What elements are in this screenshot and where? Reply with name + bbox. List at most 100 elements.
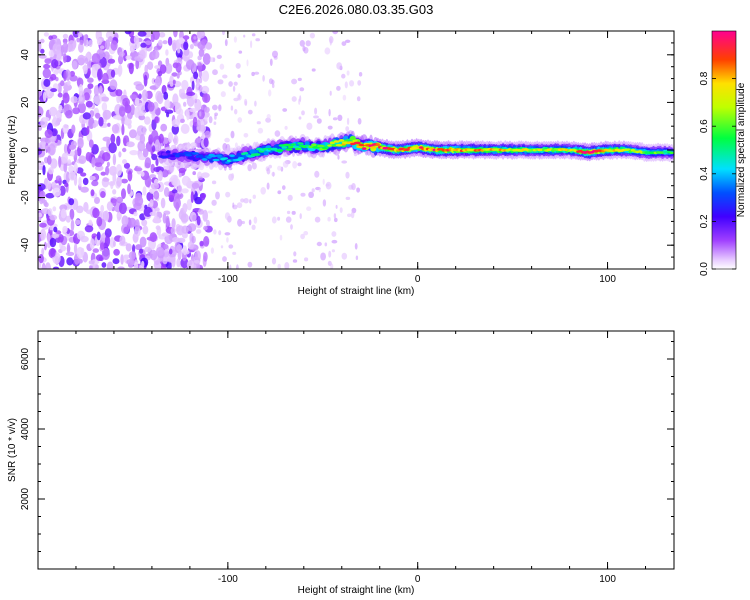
spectrogram-noise-cell bbox=[277, 216, 281, 221]
spectrogram-noise-cell bbox=[88, 39, 93, 48]
spectrogram-noise-cell bbox=[178, 88, 185, 94]
spectrogram-noise-cell bbox=[46, 181, 52, 190]
spectrogram-noise-cell bbox=[72, 107, 81, 115]
spectrogram-noise-cell bbox=[236, 264, 239, 269]
spectrogram-noise-cell bbox=[140, 42, 147, 48]
spectrogram-noise-cell bbox=[220, 245, 224, 249]
spectrogram-carrier-cell bbox=[253, 153, 261, 156]
spectrogram-noise-cell bbox=[107, 58, 116, 64]
spectrogram-noise-cell bbox=[243, 198, 249, 204]
spectrogram-noise-cell bbox=[66, 257, 74, 266]
spectrogram-noise-cell bbox=[63, 161, 68, 173]
spectrogram-noise-cell bbox=[48, 106, 58, 117]
snr-x-axis-label: Height of straight line (km) bbox=[298, 585, 415, 596]
spectrogram-noise-cell bbox=[354, 243, 358, 250]
spectrogram-noise-cell bbox=[39, 141, 47, 150]
spectrogram-noise-cell bbox=[299, 87, 305, 92]
spectrogram-carrier-cell bbox=[165, 150, 171, 154]
spectrogram-noise-cell bbox=[306, 206, 312, 211]
spectrogram-noise-cell bbox=[139, 49, 146, 60]
spectrogram-noise-cell bbox=[341, 73, 346, 79]
spectrogram-noise-cell bbox=[112, 189, 117, 195]
spectrogram-noise-cell bbox=[132, 244, 136, 254]
spectrogram-noise-cell bbox=[146, 236, 155, 241]
spectrogram-noise-cell bbox=[121, 188, 126, 200]
spectrogram-noise-cell bbox=[164, 109, 174, 114]
spectrogram-noise-cell bbox=[44, 129, 53, 139]
spectrogram-noise-cell bbox=[257, 127, 264, 134]
spectrogram-noise-cell bbox=[180, 123, 190, 134]
spectrogram-noise-cell bbox=[102, 210, 108, 221]
spectrogram-noise-cell bbox=[191, 182, 200, 189]
spectrogram-carrier-cell bbox=[276, 149, 284, 152]
spectrogram-noise-cell bbox=[53, 226, 58, 233]
spectrogram-noise-cell bbox=[155, 225, 161, 230]
spectrogram-noise-cell bbox=[58, 234, 64, 243]
spectrogram-noise-cell bbox=[142, 148, 149, 158]
spectrogram-noise-cell bbox=[337, 114, 343, 122]
spectrogram-noise-cell bbox=[109, 79, 118, 90]
spectrogram-noise-cell bbox=[91, 156, 96, 168]
spectrogram-noise-cell bbox=[182, 203, 188, 213]
spectrogram-noise-cell bbox=[127, 217, 137, 228]
spectrogram-noise-cell bbox=[201, 70, 210, 82]
spectrogram-noise-cell bbox=[214, 112, 219, 117]
spectrogram-carrier-cell bbox=[327, 144, 333, 147]
spectrogram-noise-cell bbox=[83, 201, 89, 213]
spectrogram-noise-cell bbox=[142, 186, 147, 196]
spectrogram-noise-cell bbox=[164, 63, 173, 74]
spectrogram-noise-cell bbox=[136, 125, 146, 137]
spectrogram-carrier-cell bbox=[311, 143, 317, 147]
snr-ticks: -100 0 100 2000 4000 6000 bbox=[20, 331, 674, 585]
spectrogram-noise-cell bbox=[108, 142, 117, 154]
spectrogram-noise-cell bbox=[79, 39, 84, 46]
snr-y-tick-label: 4000 bbox=[20, 417, 31, 440]
spectrogram-noise-cell bbox=[106, 261, 114, 269]
spectrogram-noise-cell bbox=[232, 202, 235, 208]
spectrogram-noise-cell bbox=[299, 213, 302, 220]
spectrogram-noise-cell bbox=[284, 125, 288, 130]
spectrogram-noise-cell bbox=[73, 243, 78, 255]
spectrogram-noise-cell bbox=[322, 199, 327, 207]
spectrogram-noise-cell bbox=[297, 77, 302, 82]
spectrogram-noise-cell bbox=[252, 194, 256, 199]
spectrogram-noise-cell bbox=[85, 100, 93, 108]
spectrogram-noise-cell bbox=[303, 231, 309, 236]
spectrogram-noise-cell bbox=[332, 117, 338, 121]
spectrogram-noise-cell bbox=[153, 190, 160, 200]
spectrogram-noise-cell bbox=[165, 49, 169, 56]
colorbar-tick-label: 0.2 bbox=[699, 214, 710, 228]
spectrogram-noise-cell bbox=[212, 69, 218, 76]
spectrogram-noise-cell bbox=[232, 85, 236, 92]
spectrogram-noise-cell bbox=[152, 31, 160, 41]
spectrogram-noise-cell bbox=[333, 213, 337, 219]
spectrogram-noise-cell bbox=[189, 44, 194, 50]
spectrogram-noise-cell bbox=[127, 183, 131, 195]
spectrogram-noise-cell bbox=[345, 126, 350, 132]
spectrogram-noise-cell bbox=[331, 249, 335, 253]
spectrogram-noise-cell bbox=[327, 216, 331, 222]
spectrogram-noise-cell bbox=[201, 85, 210, 94]
spectrogram-noise-cell bbox=[98, 85, 103, 95]
spectrogram-noise-cell bbox=[112, 115, 122, 120]
spectrogram-noise-cell bbox=[116, 135, 121, 147]
spectrogram-noise-cell bbox=[96, 216, 103, 227]
spectrogram-noise-cell bbox=[151, 129, 159, 142]
spectrogram-noise-cell bbox=[164, 137, 169, 145]
spectrogram-carrier-cell bbox=[375, 143, 380, 147]
snr-frame bbox=[37, 330, 675, 570]
spectrogram-noise-cell bbox=[218, 104, 222, 112]
spectrogram-noise-cell bbox=[204, 116, 208, 122]
spectrogram-noise-cell bbox=[341, 41, 347, 46]
spectrogram-noise-cell bbox=[314, 216, 321, 223]
spectrogram-noise-cell bbox=[171, 218, 176, 229]
spectrogram-noise-cell bbox=[154, 65, 161, 70]
spectrogram-noise-cell bbox=[300, 233, 305, 240]
colorbar-tick-label: 0.6 bbox=[699, 119, 710, 133]
spectrogram-noise-cell bbox=[93, 94, 102, 105]
spectrogram-noise-cell bbox=[204, 106, 210, 113]
spectrogram-noise-cell bbox=[271, 257, 277, 265]
spectrogram-noise-cell bbox=[277, 263, 281, 269]
spectrogram-noise-cell bbox=[120, 254, 124, 265]
spectrogram-noise-cell bbox=[53, 115, 57, 124]
